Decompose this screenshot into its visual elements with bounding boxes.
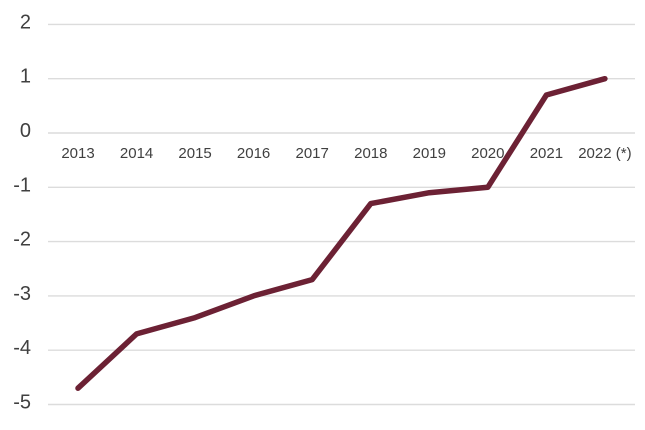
y-axis-tick-label: -4: [13, 337, 31, 359]
x-axis-tick-label: 2022 (*): [578, 145, 631, 162]
x-axis-tick-label: 2020: [471, 145, 504, 162]
x-axis-tick-label: 2017: [296, 145, 329, 162]
y-axis-tick-label: -3: [13, 283, 31, 305]
y-axis-tick-label: -2: [13, 229, 31, 251]
y-axis-tick-label: -5: [13, 392, 31, 414]
y-axis-tick-label: 1: [20, 66, 31, 88]
x-axis-tick-label: 2018: [354, 145, 387, 162]
y-axis-tick-label: 0: [20, 120, 31, 142]
x-axis-tick-label: 2013: [61, 145, 94, 162]
y-axis-tick-label: -1: [13, 174, 31, 196]
x-axis-tick-label: 2019: [413, 145, 446, 162]
x-axis-tick-label: 2016: [237, 145, 270, 162]
data-series-line: [75, 75, 608, 391]
x-axis-tick-label: 2021: [530, 145, 563, 162]
x-axis-tick-label: 2015: [178, 145, 211, 162]
x-axis-tick-label: 2014: [120, 145, 153, 162]
y-axis-tick-label: 2: [20, 11, 31, 33]
